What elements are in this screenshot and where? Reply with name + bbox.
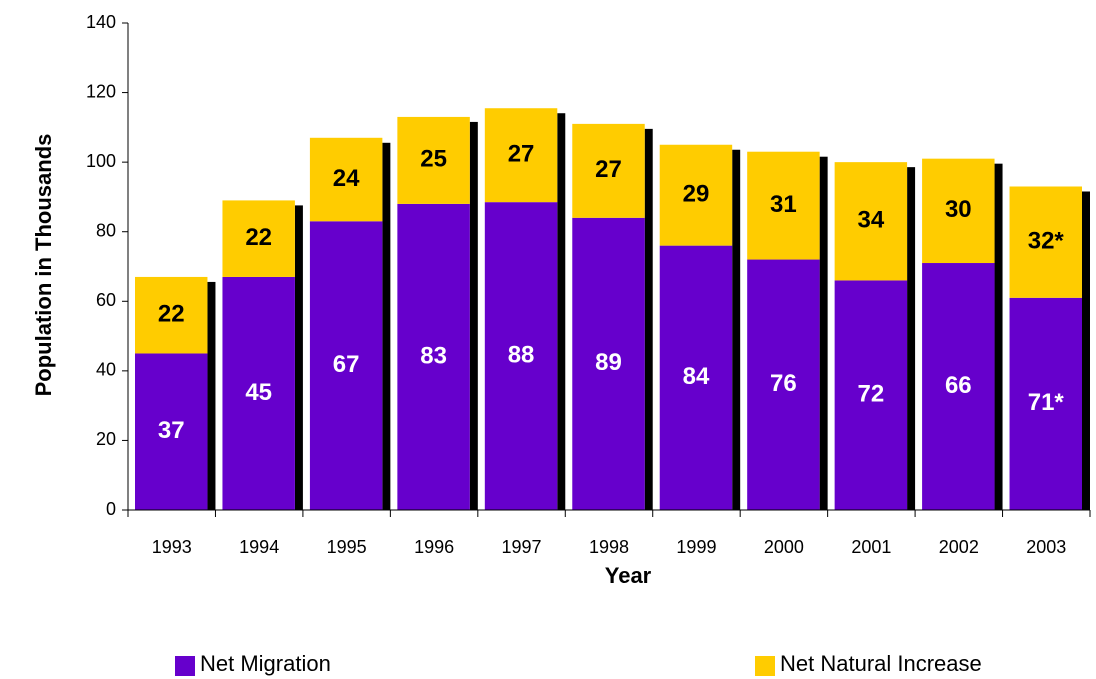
data-label: 71*: [1028, 389, 1065, 416]
bar-shadow: [819, 156, 828, 510]
bar-segment: [922, 263, 995, 510]
data-label: 30: [945, 196, 972, 223]
legend-swatch: [175, 656, 195, 676]
data-label: 45: [245, 379, 272, 406]
legend-swatch: [755, 656, 775, 676]
data-label: 72: [858, 381, 885, 408]
data-label: 22: [245, 224, 272, 251]
bar-shadow: [1082, 191, 1090, 510]
bar-shadow: [732, 149, 741, 510]
data-label: 67: [333, 351, 360, 378]
data-label: 34: [858, 207, 885, 234]
x-tick-label: 2003: [1026, 537, 1066, 557]
data-label: 22: [158, 301, 185, 328]
x-tick-label: 1995: [327, 537, 367, 557]
bar-segment: [397, 203, 470, 510]
y-tick-label: 100: [86, 151, 116, 171]
data-label: 31: [770, 191, 797, 218]
data-label: 25: [420, 146, 447, 173]
x-tick-label: 1994: [239, 537, 279, 557]
data-label: 89: [595, 349, 622, 376]
bar-segment: [135, 276, 208, 354]
bar-segment: [659, 144, 733, 246]
legend-label: Net Migration: [200, 651, 331, 676]
bar-segment: [309, 137, 383, 222]
x-axis-label: Year: [605, 563, 652, 588]
bar-segment: [834, 280, 908, 510]
bar-segment: [135, 353, 208, 510]
data-label: 24: [333, 165, 360, 192]
data-label: 27: [508, 141, 535, 168]
data-label: 84: [683, 363, 710, 390]
data-label: 83: [420, 342, 447, 369]
bar-segment: [222, 276, 295, 510]
bar-segment: [309, 221, 383, 510]
bar-segment: [572, 123, 645, 218]
bar-shadow: [207, 281, 216, 510]
bar-shadow: [294, 205, 303, 510]
bar-segment: [572, 217, 645, 511]
data-label: 76: [770, 370, 797, 397]
x-tick-label: 1993: [152, 537, 192, 557]
bar-segment: [222, 200, 295, 277]
bar-segment: [1009, 297, 1082, 510]
bar-segment: [397, 116, 470, 204]
bar-segment: [747, 151, 820, 260]
x-tick-label: 1999: [676, 537, 716, 557]
bar-segment: [747, 259, 820, 510]
y-tick-label: 20: [96, 429, 116, 449]
y-tick-label: 60: [96, 290, 116, 310]
bar-shadow: [469, 121, 478, 511]
bar-shadow: [994, 163, 1003, 510]
data-label: 32*: [1028, 227, 1065, 254]
bar-segment: [484, 202, 558, 510]
bar-segment: [659, 245, 733, 510]
x-tick-label: 2000: [764, 537, 804, 557]
y-tick-label: 40: [96, 360, 116, 380]
y-axis-label: Population in Thousands: [31, 134, 56, 397]
x-tick-label: 2002: [939, 537, 979, 557]
data-label: 88: [508, 341, 535, 368]
data-label: 27: [595, 156, 622, 183]
y-tick-label: 120: [86, 81, 116, 101]
data-label: 29: [683, 181, 710, 208]
x-tick-label: 2001: [851, 537, 891, 557]
x-tick-label: 1997: [502, 537, 542, 557]
bar-shadow: [644, 128, 653, 510]
y-tick-label: 80: [96, 220, 116, 240]
legend-label: Net Natural Increase: [780, 651, 982, 676]
bar-segment: [484, 108, 558, 203]
y-tick-label: 0: [106, 499, 116, 519]
data-label: 66: [945, 372, 972, 399]
bar-shadow: [557, 113, 566, 510]
x-tick-label: 1998: [589, 537, 629, 557]
y-tick-label: 140: [86, 12, 116, 32]
bar-segment: [922, 158, 995, 264]
bar-segment: [834, 162, 908, 281]
x-tick-label: 1996: [414, 537, 454, 557]
data-label: 37: [158, 417, 185, 444]
bar-segment: [1009, 186, 1082, 298]
bar-shadow: [907, 167, 916, 510]
bar-shadow: [382, 142, 391, 511]
